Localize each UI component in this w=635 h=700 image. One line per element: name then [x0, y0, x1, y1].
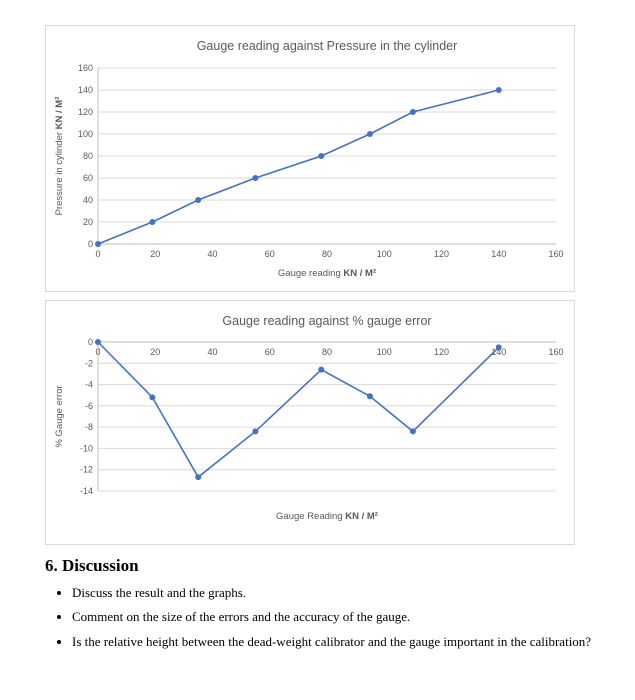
discussion-list: Discuss the result and the graphs. Commen…: [45, 585, 620, 650]
x-tick-label: 80: [322, 347, 332, 357]
x-tick-label: 120: [434, 347, 449, 357]
data-point: [195, 197, 202, 203]
y-tick-label: 0: [88, 337, 93, 347]
x-tick-label: 100: [377, 347, 392, 357]
data-point: [366, 393, 373, 400]
data-point: [149, 394, 156, 401]
pressure-chart: 0 20 40 60 80 100 120 140 160 0 20 40 60 80 100 120 140 1…: [54, 39, 564, 279]
x-tick-label: 40: [207, 249, 217, 259]
x-axis-title: Gauge Reading KN / M²: [276, 511, 378, 522]
y-axis-title: % Gauge error: [54, 385, 65, 447]
y-tick-label: -14: [80, 486, 93, 496]
y-tick-label: -12: [80, 465, 93, 475]
gauge-error-chart: 0-2-4-6-8-10-12-140 20 40 60 80 100 120 140 160G…: [54, 314, 564, 522]
y-tick-label: 140: [78, 85, 93, 95]
y-tick-label: -2: [85, 358, 93, 368]
x-tick-label: 0: [95, 249, 100, 259]
data-point: [95, 241, 101, 247]
discussion-bullet: Discuss the result and the graphs.: [72, 585, 620, 601]
chart-title: Gauge reading against % gauge error: [222, 314, 431, 328]
data-point: [318, 153, 325, 159]
x-tick-label: 140: [491, 347, 506, 357]
x-tick-label: 20: [150, 249, 160, 259]
data-point: [318, 366, 325, 373]
y-tick-label: 80: [83, 151, 93, 161]
y-tick-label: 20: [83, 217, 93, 227]
discussion-section: 6. Discussion Discuss the result and the…: [45, 556, 620, 658]
x-tick-label: 140: [491, 249, 506, 259]
x-tick-label: 80: [322, 249, 332, 259]
y-tick-label: 160: [78, 63, 93, 73]
data-point: [95, 339, 101, 345]
data-point: [495, 87, 502, 93]
y-tick-label: 60: [83, 173, 93, 183]
data-point: [252, 428, 259, 435]
x-tick-label: 60: [265, 249, 275, 259]
data-point: [409, 428, 416, 435]
data-line: [97, 89, 499, 245]
x-tick-label: 120: [434, 249, 449, 259]
x-tick-label: 40: [207, 347, 217, 357]
x-axis-title: Gauge reading KN / M²: [278, 268, 376, 279]
data-point: [149, 219, 156, 225]
gauge-error-chart-frame: 0 -2 -4 -6 -8 -10 -12 -14 0 20 40 60 80 100 120 140 160 G…: [45, 300, 575, 545]
y-tick-label: -8: [85, 422, 93, 432]
y-tick-label: -10: [80, 443, 93, 453]
chart-title: Gauge reading against Pressure in the cy…: [197, 39, 458, 53]
data-point: [409, 109, 416, 115]
x-tick-label: 60: [265, 347, 275, 357]
y-axis-title: Pressure in cylinder KN / M²: [54, 97, 65, 216]
x-tick-label: 20: [150, 347, 160, 357]
discussion-heading: 6. Discussion: [45, 556, 139, 575]
discussion-bullet: Is the relative height between the dead-…: [72, 634, 620, 650]
y-tick-label: 0: [88, 239, 93, 249]
y-tick-label: -4: [85, 380, 93, 390]
data-point: [252, 175, 259, 181]
x-tick-label: 160: [548, 347, 563, 357]
x-tick-label: 100: [377, 249, 392, 259]
x-tick-label: 160: [548, 249, 563, 259]
data-point: [495, 344, 502, 351]
y-tick-label: 100: [78, 129, 93, 139]
y-tick-label: 120: [78, 107, 93, 117]
data-point: [366, 131, 373, 137]
y-tick-label: 40: [83, 195, 93, 205]
data-point: [195, 474, 202, 481]
y-tick-label: -6: [85, 401, 93, 411]
data-line: [97, 341, 500, 479]
pressure-chart-frame: 0 20 40 60 80 100 120 140 160 0 20 40 60 80 100 120 140 1…: [45, 25, 575, 292]
x-tick-label: 0: [95, 347, 100, 357]
discussion-bullet: Comment on the size of the errors and th…: [72, 609, 620, 625]
